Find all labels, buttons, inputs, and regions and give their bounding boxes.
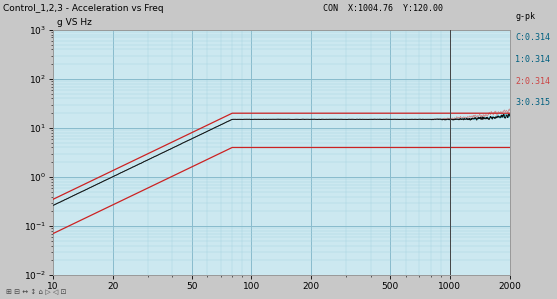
Text: CON  X:1004.76  Y:120.00: CON X:1004.76 Y:120.00 bbox=[323, 4, 443, 13]
Text: 1:0.314: 1:0.314 bbox=[515, 55, 550, 64]
Text: 2:0.314: 2:0.314 bbox=[515, 77, 550, 86]
Text: Control_1,2,3 - Acceleration vs Freq: Control_1,2,3 - Acceleration vs Freq bbox=[3, 4, 163, 13]
Text: 3:0.315: 3:0.315 bbox=[515, 98, 550, 107]
Text: C:0.314: C:0.314 bbox=[515, 33, 550, 42]
Text: ⊞ ⊟ ↔ ↕ ⌂ ▷ ◁ ⊡: ⊞ ⊟ ↔ ↕ ⌂ ▷ ◁ ⊡ bbox=[6, 288, 66, 294]
Text: g VS Hz: g VS Hz bbox=[57, 19, 92, 28]
Text: g-pk: g-pk bbox=[515, 12, 535, 21]
